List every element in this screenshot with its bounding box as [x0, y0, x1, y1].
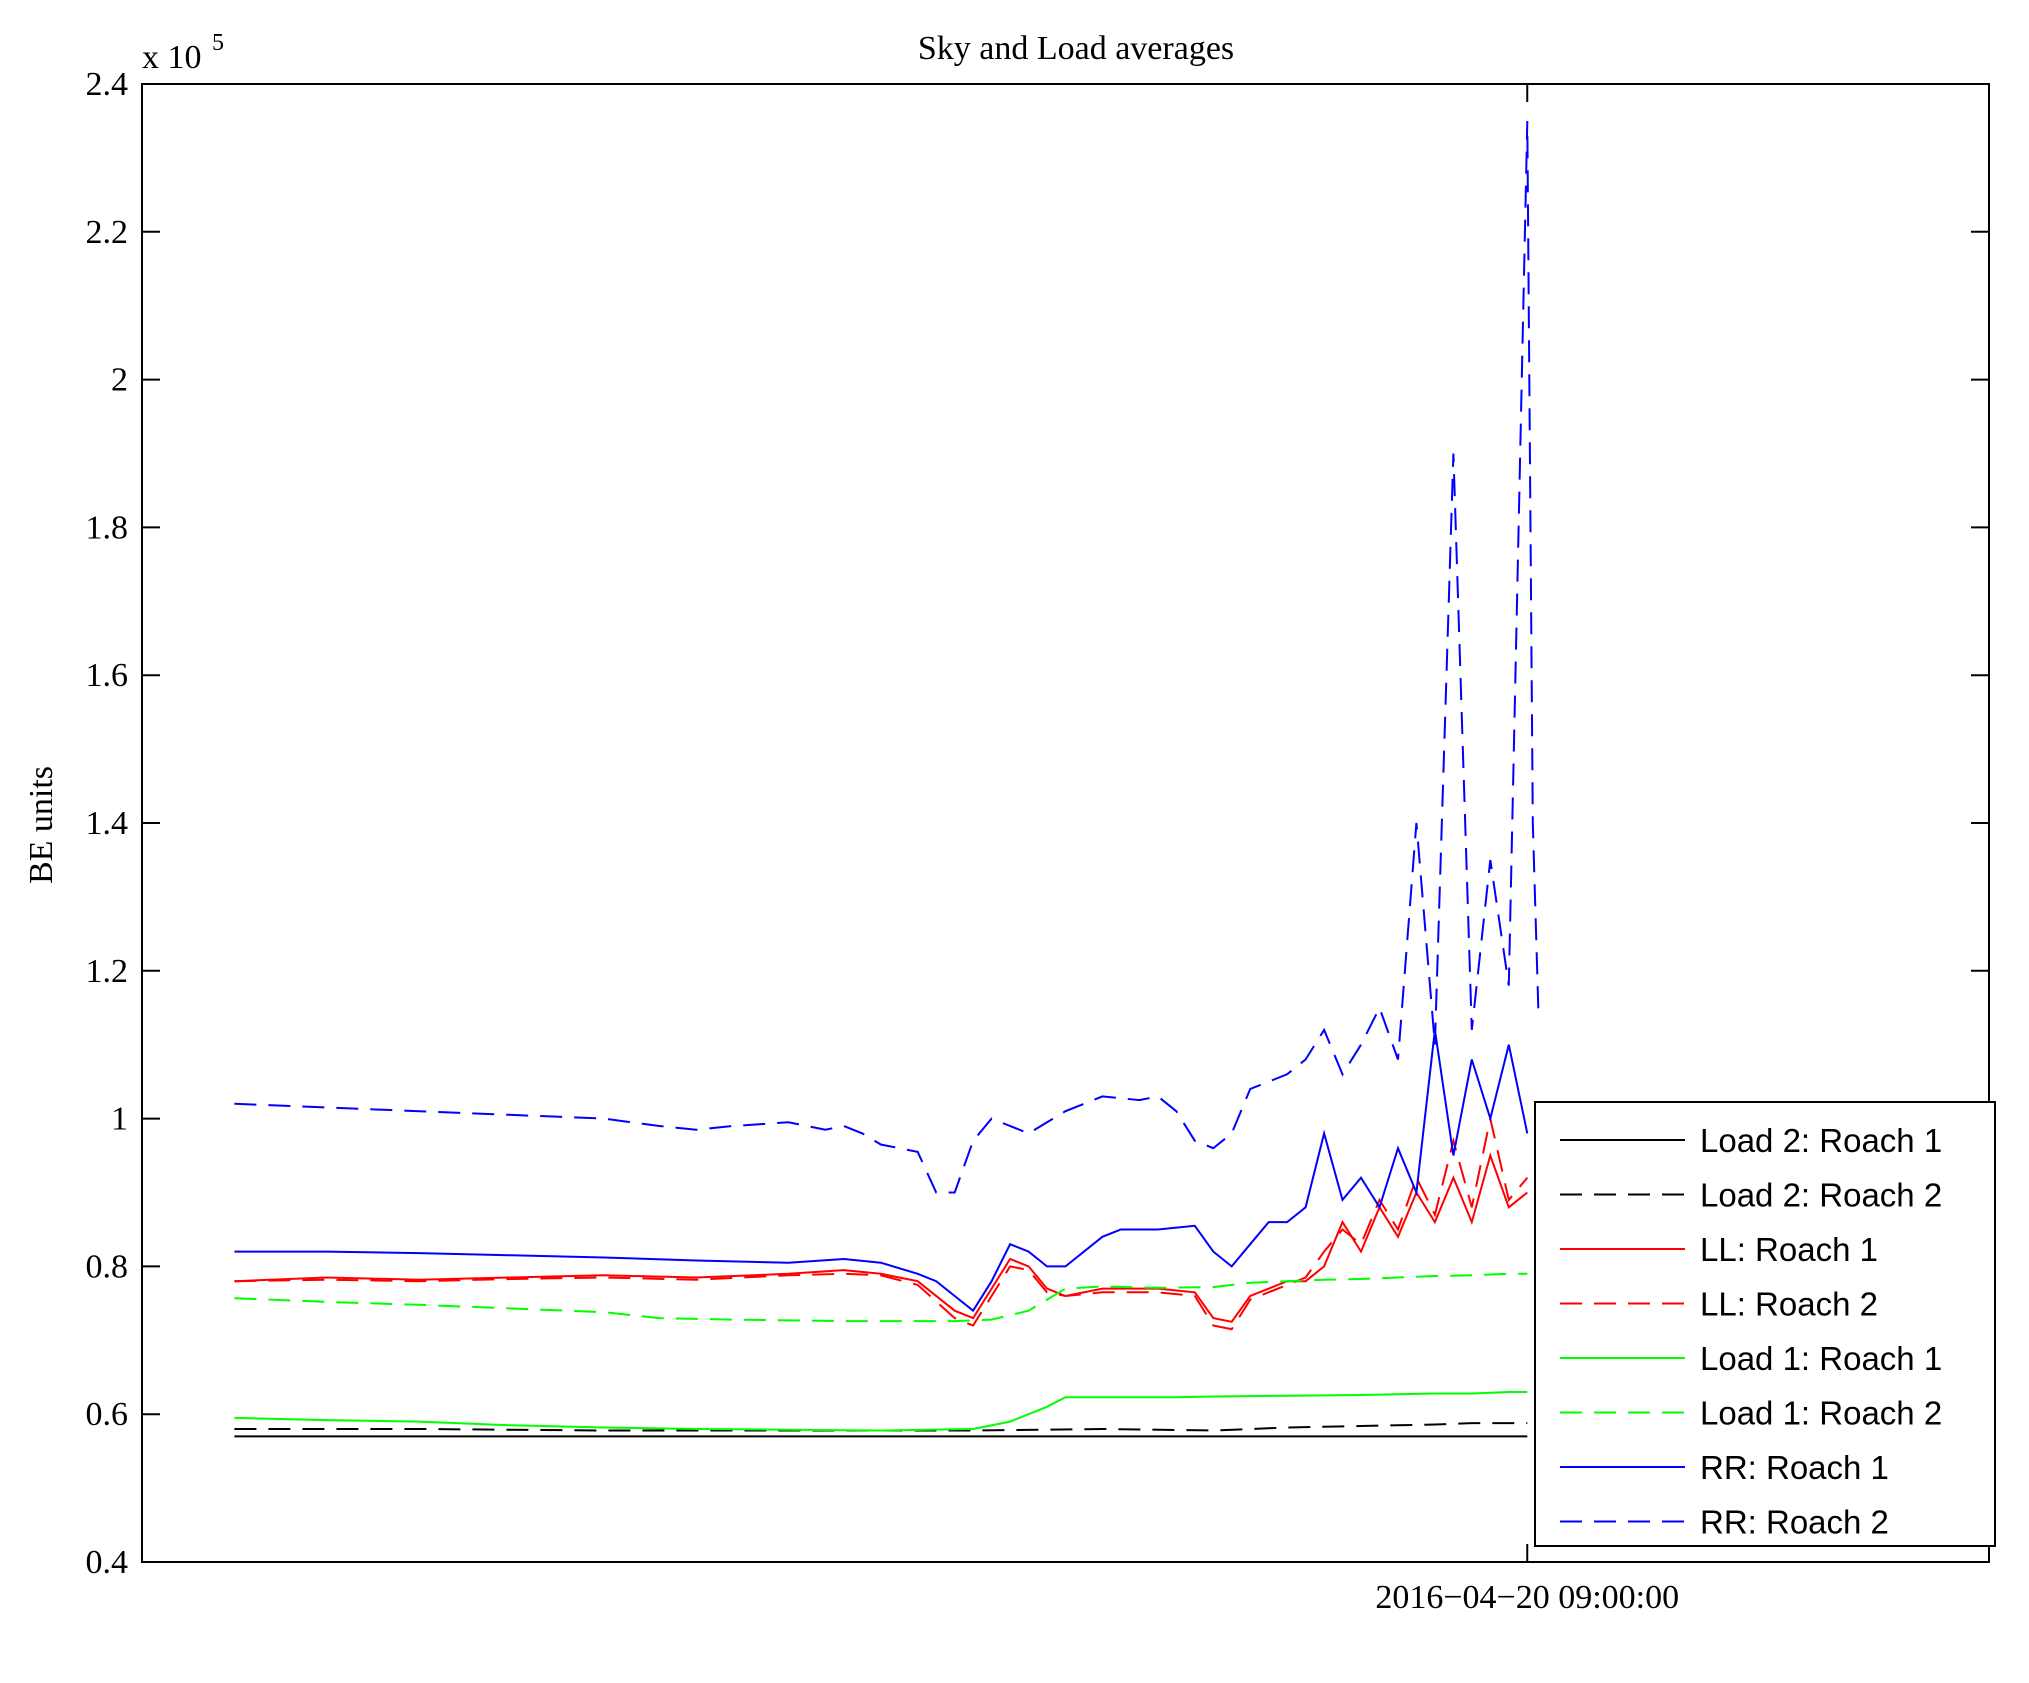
series-line-4	[234, 1391, 1528, 1432]
legend-label-7: RR: Roach 2	[1700, 1504, 1889, 1541]
legend: Load 2: Roach 1 Load 2: Roach 2 LL: Roach …	[1534, 1101, 1996, 1547]
legend-label-4: Load 1: Roach 1	[1700, 1340, 1942, 1377]
y-tick-label-4: 1.2	[86, 953, 129, 990]
legend-label-1: Load 2: Roach 2	[1700, 1177, 1942, 1214]
series-line-7	[234, 120, 1547, 1194]
legend-box	[1534, 1101, 1996, 1547]
axis-ticks: 0.4 0.6 0.8 1 1.2 1.4 1.6 1.8 2 2.2 2.4 2016−04−20 …	[86, 66, 1989, 1616]
series-line-3	[234, 1118, 1529, 1331]
y-tick-label-0: 0.4	[86, 1544, 129, 1581]
y-exponent-label: x 10	[142, 39, 202, 76]
legend-label-5: Load 1: Roach 2	[1700, 1395, 1942, 1432]
y-tick-label-8: 2	[111, 362, 128, 399]
chart-title: Sky and Load averages	[918, 30, 1234, 67]
legend-label-2: LL: Roach 1	[1700, 1231, 1878, 1268]
series-line-5	[234, 1272, 1528, 1323]
y-tick-label-9: 2.2	[86, 214, 129, 251]
y-tick-label-3: 1	[111, 1101, 128, 1138]
y-tick-label-2: 0.8	[86, 1248, 129, 1285]
y-exponent-power: 5	[212, 30, 224, 56]
y-axis-label: BE units	[23, 766, 60, 884]
y-tick-label-6: 1.6	[86, 657, 129, 694]
plot-frame	[141, 83, 1990, 1563]
legend-label-6: RR: Roach 1	[1700, 1449, 1889, 1486]
series-layer	[234, 120, 1547, 1438]
y-tick-label-10: 2.4	[86, 66, 129, 103]
series-line-1	[234, 1422, 1528, 1432]
legend-label-0: Load 2: Roach 1	[1700, 1122, 1942, 1159]
y-exponent: x 10 5	[142, 30, 224, 76]
series-line-6	[234, 1029, 1529, 1313]
x-tick-label-0: 2016−04−20 09:00:00	[1375, 1579, 1679, 1616]
y-tick-label-1: 0.6	[86, 1396, 129, 1433]
y-tick-label-5: 1.4	[86, 805, 129, 842]
y-tick-label-7: 1.8	[86, 509, 129, 546]
legend-label-3: LL: Roach 2	[1700, 1286, 1878, 1323]
